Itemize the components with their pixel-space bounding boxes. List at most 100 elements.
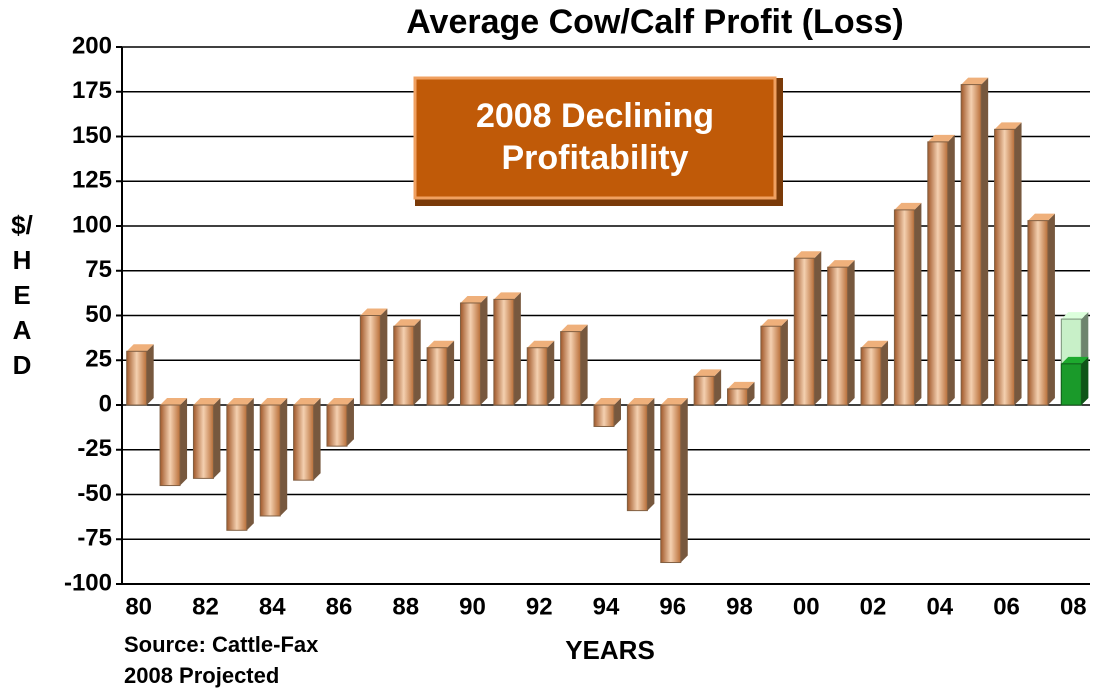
note: 2008 Projected (124, 663, 279, 688)
bar-side (814, 251, 822, 405)
bar-top (160, 398, 188, 405)
y-tick-label: 150 (72, 122, 112, 149)
x-tick-label: 82 (192, 593, 219, 620)
bar (226, 404, 248, 531)
x-tick-label: 00 (793, 593, 820, 620)
bar-top (126, 344, 154, 352)
bar-top (1061, 356, 1089, 364)
bar-top (427, 340, 455, 348)
bar-top (994, 122, 1022, 130)
y-tick-label: 75 (85, 256, 112, 283)
bar-side (313, 398, 321, 481)
bar-side (213, 398, 221, 479)
y-tick-label: 175 (72, 77, 112, 104)
y-tick-label: 0 (99, 390, 112, 417)
bar (526, 347, 548, 406)
x-tick-label: 04 (926, 593, 953, 620)
bar-top (627, 398, 655, 405)
x-tick-label: 98 (726, 593, 753, 620)
bar-top (927, 134, 955, 142)
bar (359, 315, 381, 406)
bar (126, 350, 148, 406)
bar-top (360, 308, 388, 316)
bar (827, 266, 849, 406)
bar-side (780, 319, 788, 405)
x-tick-label: 80 (125, 593, 152, 620)
bar-side (914, 202, 922, 405)
x-tick-label: 02 (860, 593, 887, 620)
bar-side (580, 324, 588, 405)
bar (459, 302, 481, 406)
bar-top (760, 319, 788, 327)
bar (493, 298, 515, 406)
bar (560, 331, 582, 406)
bar (893, 209, 915, 406)
bar-top (193, 398, 221, 405)
bar-side (246, 398, 254, 531)
x-tick-label: 92 (526, 593, 553, 620)
y-tick-label: -100 (64, 569, 112, 596)
bar (760, 325, 782, 406)
bar-side (547, 340, 555, 405)
bar-top (326, 398, 354, 405)
y-tick-label: 100 (72, 211, 112, 238)
bar-top (727, 381, 755, 389)
bar-top (660, 398, 688, 405)
bar-top (1061, 312, 1089, 320)
bar-top (393, 319, 421, 327)
bar-top (560, 324, 588, 332)
y-tick-label: -75 (77, 525, 112, 552)
bar (626, 404, 648, 512)
y-tick-label: -50 (77, 480, 112, 507)
y-tick-label: 200 (72, 32, 112, 59)
bar-top (961, 77, 989, 85)
bar-top (293, 398, 321, 405)
bar (1027, 220, 1049, 406)
bar-side (480, 295, 488, 405)
chart-title: Average Cow/Calf Profit (Loss) (406, 3, 903, 41)
y-axis-label: $/HEAD (11, 210, 33, 380)
bar-top (493, 292, 521, 300)
x-tick-label: 94 (593, 593, 620, 620)
bar-side (747, 381, 755, 405)
bar-side (647, 398, 655, 511)
bar (727, 388, 749, 406)
x-tick-label: 86 (326, 593, 353, 620)
bar-side (881, 340, 889, 405)
bar-side (1014, 122, 1022, 405)
bar-side (513, 292, 521, 405)
bar-side (146, 344, 154, 405)
bar (960, 84, 982, 406)
y-tick-label: -25 (77, 435, 112, 462)
x-tick-label: 84 (259, 593, 286, 620)
y-tick-label: 125 (72, 167, 112, 194)
bar-side (680, 398, 688, 563)
bar-side (1047, 213, 1055, 405)
bar (793, 257, 815, 406)
bar-top (226, 398, 254, 405)
bar-side (614, 398, 621, 427)
bar (593, 404, 615, 427)
bar-side (380, 308, 388, 405)
annotation: 2008 Declining Profitability (476, 97, 714, 177)
bar-side (847, 260, 855, 405)
bar (259, 404, 281, 517)
bar (293, 404, 315, 481)
bar (326, 404, 348, 447)
bar (192, 404, 214, 479)
bar-side (947, 134, 955, 405)
note: Source: Cattle-Fax (124, 632, 319, 657)
bar (393, 325, 415, 406)
x-tick-label: 06 (993, 593, 1020, 620)
bar (994, 128, 1016, 406)
bar (426, 347, 448, 406)
x-tick-label: 88 (392, 593, 419, 620)
bar-side (447, 340, 455, 405)
bar (927, 141, 949, 406)
bar (1060, 363, 1082, 406)
bar-top (260, 398, 288, 405)
x-axis-label: YEARS (565, 635, 655, 665)
x-tick-label: 08 (1060, 593, 1087, 620)
